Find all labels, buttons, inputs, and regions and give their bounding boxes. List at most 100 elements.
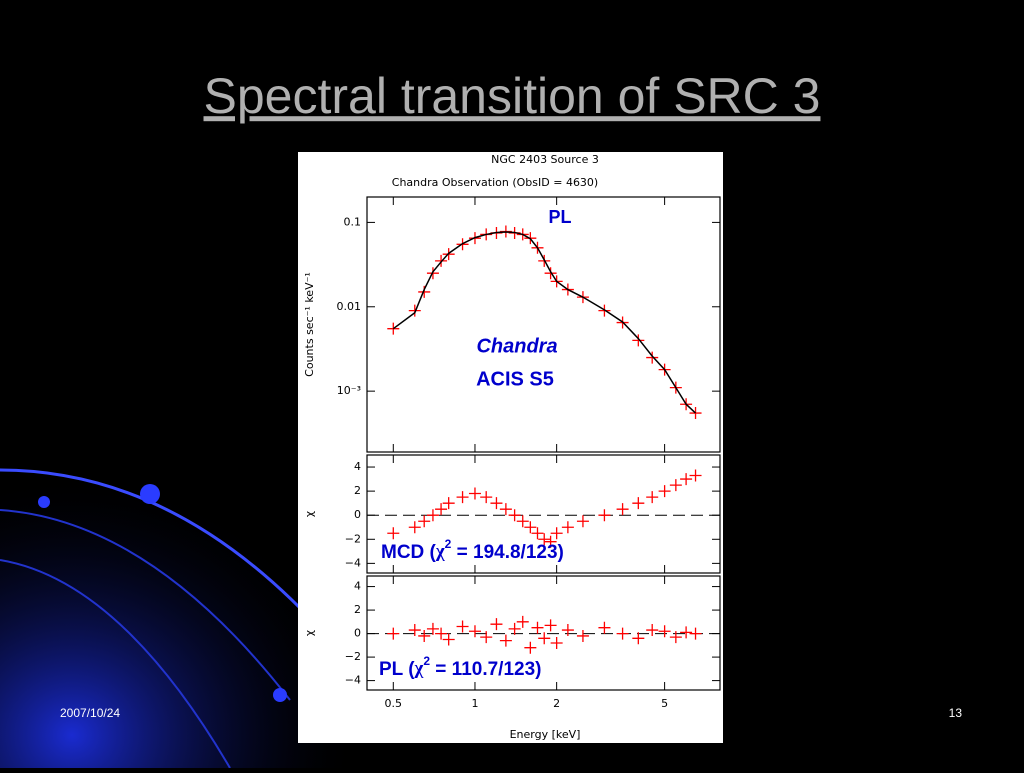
instrument-label: ACIS S5 [476,368,554,390]
plot-frame [366,575,721,691]
y-axis-label: Counts sec⁻¹ keV⁻¹ [303,272,316,377]
data-point [576,515,589,528]
swirl [0,468,332,641]
data-point [538,533,551,546]
data-point [669,479,682,492]
data-point [598,509,611,522]
data-point [442,497,455,510]
data-point [524,521,537,534]
data-point [544,535,557,548]
y-tick-label: 4 [354,580,361,593]
swirl [0,559,231,769]
data-point [561,521,574,534]
y-tick-label: −2 [345,532,361,545]
data-point [646,624,659,637]
instrument-label: Chandra [476,335,557,357]
y-tick-label: −4 [345,556,361,569]
plot-subtitle: Chandra Observation (ObsID = 4630) [392,176,598,189]
swirl [0,509,291,701]
swirl-dot [38,496,50,508]
figure-background [298,152,723,743]
data-point [499,634,512,647]
y-tick-label: 10⁻³ [337,384,361,397]
data-point [531,527,544,540]
data-point [435,627,448,640]
data-point [480,631,493,644]
plot-frame [366,196,721,453]
footer-date: 2007/10/24 [60,706,120,720]
data-point [408,624,421,637]
data-point [524,641,537,654]
y-tick-label: 0 [354,627,361,640]
data-point [490,618,503,631]
model-line [392,231,697,414]
y-tick-label: 2 [354,484,361,497]
data-point [508,622,521,635]
model-label: PL [548,207,571,227]
data-point [508,509,521,522]
data-point [468,487,481,500]
x-tick-label: 0.5 [385,697,403,710]
data-point [658,485,671,498]
data-point [561,624,574,637]
data-point [490,497,503,510]
x-tick-label: 1 [471,697,478,710]
data-point [531,621,544,634]
slide-title: Spectral transition of SRC 3 [204,68,821,124]
data-point [442,633,455,646]
y-tick-label: 0.01 [337,300,362,313]
y-tick-label: −2 [345,650,361,663]
data-point [499,503,512,516]
data-point [426,509,439,522]
data-point [632,334,645,347]
data-point [408,521,421,534]
x-tick-label: 5 [661,697,668,710]
data-point [632,632,645,645]
data-point [680,626,693,639]
y-tick-label: 0.1 [344,215,362,228]
page-number: 13 [949,706,963,720]
data-point [387,527,400,540]
data-point [418,515,431,528]
data-point [456,620,469,633]
data-point [435,503,448,516]
data-point [480,491,493,504]
data-point [538,632,551,645]
data-point [418,629,431,642]
data-point [689,469,702,482]
data-point [387,627,400,640]
y-tick-label: 0 [354,508,361,521]
data-point [550,636,563,649]
data-point [576,629,589,642]
annotations: PL Chandra ACIS S5 MCD (χ2 = 194.8/123) … [379,207,572,680]
swirl-dot [140,484,160,504]
data-point [426,622,439,635]
data-point [516,615,529,628]
plot-frame [366,454,721,574]
swirl-dot [273,688,287,702]
data-point [680,473,693,486]
x-axis-label: Energy [keV] [510,728,581,741]
y-tick-label: 2 [354,603,361,616]
data-point [544,619,557,632]
y-axis-label: χ [303,510,316,517]
data-point [646,491,659,504]
y-tick-label: 4 [354,460,361,473]
data-point [550,527,563,540]
data-point [408,304,421,317]
data-point [616,503,629,516]
data-point [646,351,659,364]
data-point [598,621,611,634]
data-point [516,515,529,528]
data-point [544,267,557,280]
data-point [658,625,671,638]
fit-label: PL (χ2 = 110.7/123) [379,654,541,680]
data-point [632,497,645,510]
data-point [689,627,702,640]
y-tick-label: −4 [345,674,361,687]
plot-title: NGC 2403 Source 3 [491,153,599,166]
x-tick-label: 2 [553,697,560,710]
data-point [616,627,629,640]
